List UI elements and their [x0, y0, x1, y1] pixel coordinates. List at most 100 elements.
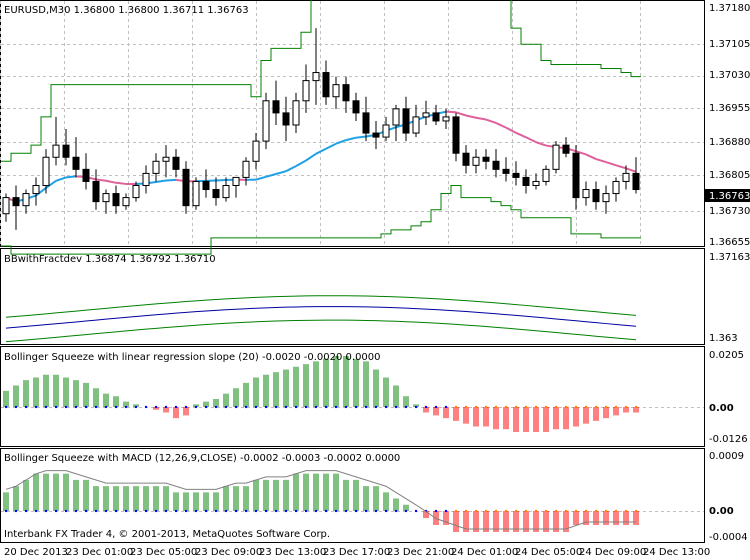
middle-band-segment	[345, 136, 357, 142]
candlesticks	[2, 28, 640, 230]
squeeze-dot	[444, 405, 448, 409]
macd-tick: 0.00	[709, 506, 734, 517]
candle-bull	[262, 100, 270, 142]
squeeze-dot	[184, 405, 188, 409]
time-tick: 24 Dec 05:00	[515, 547, 582, 558]
candle-bear	[592, 189, 600, 203]
macd-squeeze-dot	[14, 509, 18, 513]
macd-squeeze-dot	[624, 509, 628, 513]
candle-bull	[412, 116, 420, 134]
squeeze-dot	[224, 405, 228, 409]
candle-bear	[72, 156, 80, 170]
candle-bear	[112, 193, 120, 207]
macd-squeeze-dot	[104, 509, 108, 513]
bbfract-lower	[5, 319, 637, 343]
middle-band-segment	[105, 179, 117, 184]
lr-tick: -0.0126	[709, 434, 748, 445]
middle-band-segment	[155, 179, 167, 183]
pane-frames	[0, 0, 705, 543]
middle-band-segment	[595, 158, 607, 164]
candle-bear	[212, 189, 220, 199]
candle-bear	[432, 112, 440, 122]
squeeze-dot	[634, 405, 638, 409]
macd-squeeze-dot	[134, 509, 138, 513]
candle-bear	[172, 156, 180, 170]
price-tick: 1.37180	[709, 3, 750, 14]
macd-squeeze-dot	[334, 509, 338, 513]
middle-band-segment	[465, 114, 477, 119]
middle-band-segment	[165, 178, 177, 182]
macd-squeeze-dot	[204, 509, 208, 513]
squeeze-dot	[464, 405, 468, 409]
current-price-label: 1.36763	[709, 191, 750, 202]
middle-band-segment	[525, 136, 537, 144]
candle-bull	[612, 180, 620, 195]
candle-bear	[272, 100, 280, 114]
macd-squeeze-dot	[84, 509, 88, 513]
squeeze-dot	[14, 405, 18, 409]
candle-bull	[242, 160, 250, 178]
copyright-text: Interbank FX Trader 4, © 2001-2013, Meta…	[4, 529, 330, 540]
squeeze-dot	[434, 405, 438, 409]
candle-bull	[312, 72, 320, 82]
macd-squeeze-dot	[74, 509, 78, 513]
candle-bull	[472, 156, 480, 166]
macd-squeeze-dot	[434, 509, 438, 513]
macd-tick: -0.0004	[709, 532, 748, 543]
macd-squeeze-dot	[274, 509, 278, 513]
candle-bear	[12, 197, 20, 207]
macd-squeeze-dot	[164, 509, 168, 513]
candle-bear	[572, 152, 580, 199]
middle-band-segment	[535, 141, 547, 147]
lr-tick: 0.0205	[709, 350, 744, 361]
macd-squeeze-dot	[234, 509, 238, 513]
candle-bear	[482, 156, 490, 162]
macd-squeeze-dot	[474, 509, 478, 513]
price-tick: 1.36880	[709, 137, 750, 148]
middle-band-segment	[485, 118, 497, 124]
price-tick: 1.36805	[709, 170, 750, 181]
macd-squeeze-dot	[444, 509, 448, 513]
macd-squeeze-dot	[604, 509, 608, 513]
middle-band-segment	[265, 173, 277, 178]
macd-squeeze-dot	[574, 509, 578, 513]
middle-band-segment	[285, 165, 297, 173]
squeeze-dot	[554, 405, 558, 409]
squeeze-dot	[414, 405, 418, 409]
middle-band-segment	[115, 181, 127, 185]
squeeze-dot	[84, 405, 88, 409]
squeeze-dot	[544, 405, 548, 409]
candle-bull	[292, 100, 300, 126]
macd-squeeze-dot	[284, 509, 288, 513]
macd-squeeze-dot	[634, 509, 638, 513]
candle-bull	[252, 140, 260, 162]
macd-squeeze-dot	[54, 509, 58, 513]
macd-squeeze-dot	[354, 509, 358, 513]
upper-band	[1, 0, 641, 162]
candle-bear	[352, 100, 360, 114]
candle-bull	[232, 176, 240, 186]
middle-band-segment	[45, 179, 57, 189]
squeeze-dot	[164, 405, 168, 409]
middle-band-segment	[505, 126, 517, 134]
macd-squeeze-dot	[24, 509, 28, 513]
middle-band-segment	[95, 178, 107, 182]
candle-bull	[142, 172, 150, 186]
candle-bull	[542, 168, 550, 182]
macd-squeeze-dot	[364, 509, 368, 513]
time-tick: 23 Dec 01:00	[66, 547, 133, 558]
lower-band	[1, 184, 641, 255]
squeeze-dot	[44, 405, 48, 409]
candle-bull	[52, 144, 60, 158]
candle-bear	[502, 168, 510, 174]
squeeze-dot	[104, 405, 108, 409]
squeeze-dot	[64, 405, 68, 409]
macd-squeeze-dot	[584, 509, 588, 513]
candle-bull	[122, 197, 130, 207]
middle-band-segment	[605, 161, 617, 167]
candle-bull	[622, 172, 630, 182]
squeeze-dot	[584, 405, 588, 409]
squeeze-dot	[494, 405, 498, 409]
squeeze-dot	[254, 405, 258, 409]
